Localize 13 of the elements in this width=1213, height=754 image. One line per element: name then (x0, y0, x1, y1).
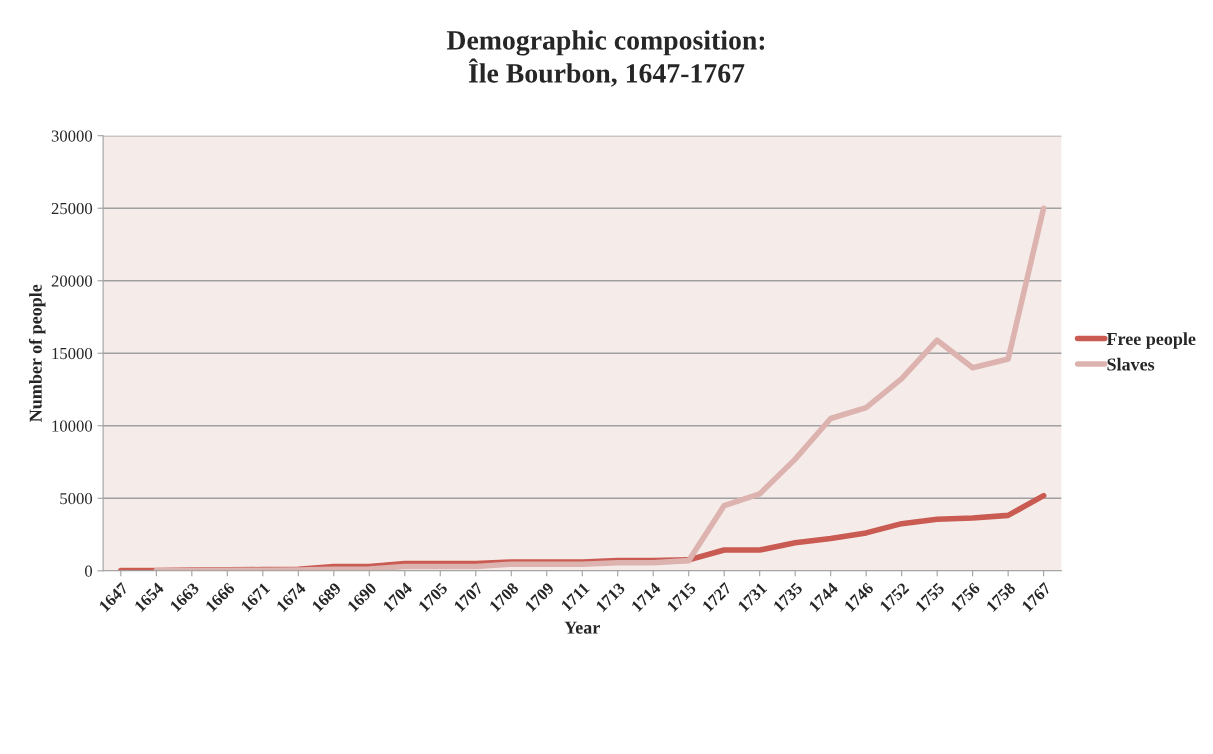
y-tick-label: 5000 (60, 492, 93, 505)
y-tick-label: 10000 (52, 420, 93, 432)
y-tick-label: 20000 (51, 275, 93, 287)
y-tick-label: 0 (84, 565, 93, 577)
y-tick-label: 15000 (52, 347, 93, 360)
legend-label: Slaves (1107, 357, 1155, 371)
y-tick-label: 25000 (51, 202, 93, 215)
y-axis-title: Number of people (28, 284, 46, 422)
legend-label: Free people (1106, 332, 1196, 349)
chart-title: Demographic composition: Île Bourbon, 1647-1767 (446, 30, 765, 87)
x-tick-label: 1711 (560, 582, 590, 612)
y-tick-label: 30000 (51, 130, 93, 142)
x-axis-title: Year (564, 621, 600, 634)
